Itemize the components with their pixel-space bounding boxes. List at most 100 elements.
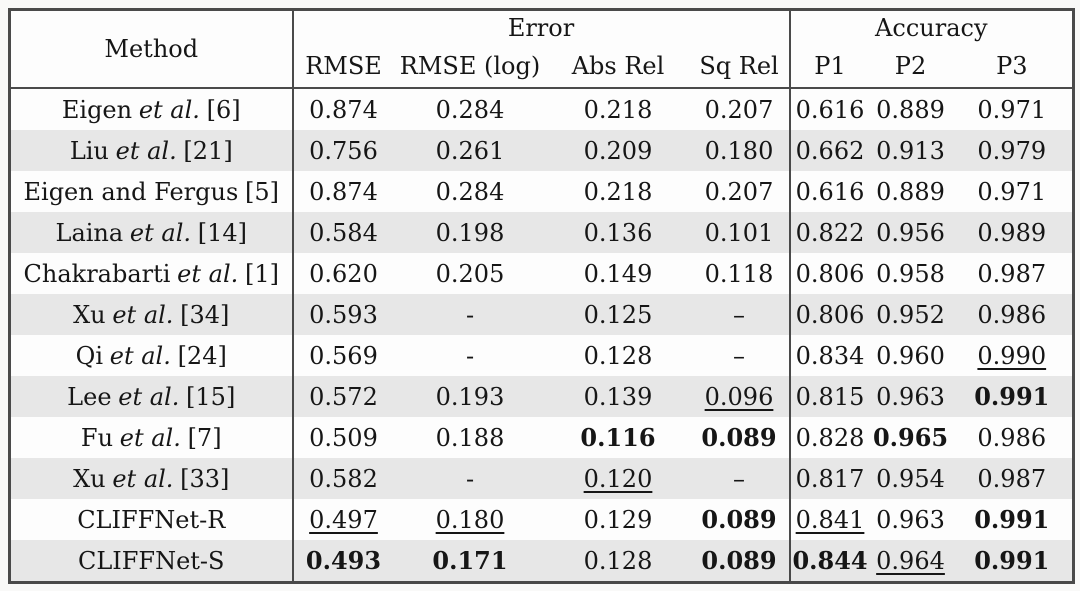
table-row: CLIFFNet-S 0.493 0.171 0.128 0.089 0.844… xyxy=(9,540,1074,583)
table-row: Lee et al. [15] 0.572 0.193 0.139 0.096 0.… xyxy=(9,376,1074,417)
metric-cell-p3: 0.989 xyxy=(977,218,1047,247)
metric-cell-rmse-log: 0.261 xyxy=(435,136,505,165)
method-cell: Eigen et al. [6] xyxy=(10,88,293,130)
metric-cell-sq-rel: – xyxy=(733,300,745,329)
method-etal: et al. xyxy=(119,423,181,452)
method-cell: Xu et al. [34] xyxy=(10,294,293,335)
metric-cell-p2: 0.913 xyxy=(876,136,945,165)
metric-cell-sq-rel: – xyxy=(733,341,745,370)
table-row: Eigen and Fergus [5] 0.874 0.284 0.218 0.… xyxy=(10,171,1074,212)
metric-cell-p3: 0.987 xyxy=(977,464,1047,493)
metric-cell-p1: 0.662 xyxy=(788,130,870,171)
method-cell: Fu et al. [7] xyxy=(10,417,293,458)
column-group-error: Error xyxy=(291,9,790,44)
method-etal: et al. xyxy=(118,382,180,411)
metric-cell-p1: 0.806 xyxy=(788,253,870,294)
metric-cell-rmse-log: - xyxy=(465,464,475,493)
metric-cell-p1: 0.822 xyxy=(788,212,870,253)
results-table: Method Error Accuracy RMSE RMSE (log) Ab… xyxy=(8,8,1076,584)
table-row: CLIFFNet-R 0.497 0.180 0.129 0.089 0.841… xyxy=(10,499,1074,540)
table-row: Chakrabarti et al. [1] 0.620 0.205 0.149 0… xyxy=(10,253,1074,294)
method-etal: et al. xyxy=(138,95,200,124)
method-ref: [7] xyxy=(187,423,222,452)
metric-cell-abs-rel: 0.218 xyxy=(583,95,653,124)
metric-cell-abs-rel: 0.116 xyxy=(580,423,656,452)
method-ref: [33] xyxy=(180,464,230,493)
metric-cell-abs-rel: 0.120 xyxy=(583,464,653,493)
method-ref: [24] xyxy=(177,341,227,370)
metric-cell-rmse: 0.756 xyxy=(291,130,394,171)
metric-cell-p2: 0.954 xyxy=(876,464,945,493)
method-etal: et al. xyxy=(115,136,177,165)
metric-cell-p2: 0.889 xyxy=(876,95,945,124)
metric-cell-abs-rel: 0.149 xyxy=(583,259,653,288)
metric-cell-p1: 0.815 xyxy=(788,376,870,417)
metric-cell-p3: 0.991 xyxy=(974,505,1050,534)
metric-cell-p1: 0.616 xyxy=(788,88,870,130)
table-row: Fu et al. [7] 0.509 0.188 0.116 0.089 0.82… xyxy=(10,417,1074,458)
metric-cell-rmse-log: 0.284 xyxy=(435,177,505,206)
metric-cell-rmse-log: 0.180 xyxy=(435,505,505,534)
metric-cell-p3: 0.987 xyxy=(977,259,1047,288)
method-ref: [6] xyxy=(206,95,241,124)
column-header-p3: P3 xyxy=(951,44,1074,89)
method-etal: et al. xyxy=(112,300,174,329)
metric-cell-p2: 0.889 xyxy=(876,177,945,206)
header-sub-row: RMSE RMSE (log) Abs Rel Sq Rel P1 P2 P3 xyxy=(10,44,1074,89)
metric-cell-sq-rel: 0.096 xyxy=(704,382,774,411)
metric-cell-sq-rel: 0.118 xyxy=(704,259,774,288)
metric-cell-p1: 0.844 xyxy=(788,540,870,583)
column-header-abs-rel: Abs Rel xyxy=(546,44,690,89)
metric-cell-p3: 0.986 xyxy=(977,423,1047,452)
method-name: Fu xyxy=(80,423,114,452)
table-body: Eigen et al. [6] 0.874 0.284 0.218 0.207 0… xyxy=(9,88,1074,583)
column-header-sq-rel: Sq Rel xyxy=(689,44,790,89)
metric-cell-sq-rel: 0.089 xyxy=(701,505,777,534)
metric-cell-rmse: 0.582 xyxy=(291,458,394,499)
metric-cell-rmse: 0.493 xyxy=(291,540,394,583)
metric-cell-p1: 0.806 xyxy=(788,294,870,335)
metric-cell-sq-rel: 0.089 xyxy=(701,546,777,575)
metric-cell-sq-rel: 0.180 xyxy=(704,136,774,165)
method-cell: Liu et al. [21] xyxy=(10,130,293,171)
method-name: CLIFFNet-R xyxy=(77,505,226,534)
metric-cell-p1: 0.616 xyxy=(788,171,870,212)
metric-cell-p3: 0.991 xyxy=(974,546,1050,575)
method-etal: et al. xyxy=(129,218,191,247)
metric-cell-rmse: 0.620 xyxy=(291,253,394,294)
metric-cell-rmse: 0.593 xyxy=(291,294,394,335)
method-cell: Eigen and Fergus [5] xyxy=(10,171,293,212)
metric-cell-abs-rel: 0.128 xyxy=(583,341,653,370)
metric-cell-abs-rel: 0.125 xyxy=(583,300,653,329)
method-ref: [21] xyxy=(183,136,233,165)
metric-cell-rmse-log: - xyxy=(465,341,475,370)
metric-cell-rmse-log: 0.198 xyxy=(435,218,505,247)
method-etal: et al. xyxy=(177,259,239,288)
table-row: Qi et al. [24] 0.569 - 0.128 – 0.834 0.960… xyxy=(10,335,1074,376)
metric-cell-p2: 0.952 xyxy=(876,300,945,329)
metric-cell-p3: 0.971 xyxy=(977,95,1047,124)
method-name: Eigen xyxy=(61,95,133,124)
method-cell: CLIFFNet-S xyxy=(10,540,293,583)
metric-cell-p3: 0.971 xyxy=(977,177,1047,206)
metric-cell-abs-rel: 0.128 xyxy=(583,546,653,575)
metric-cell-p2: 0.963 xyxy=(876,382,945,411)
metric-cell-rmse-log: 0.205 xyxy=(435,259,505,288)
metric-cell-rmse: 0.497 xyxy=(291,499,394,540)
method-name: Laina xyxy=(55,218,124,247)
metric-cell-rmse: 0.874 xyxy=(291,88,394,130)
metric-cell-sq-rel: – xyxy=(733,464,745,493)
metric-cell-p2: 0.965 xyxy=(872,423,949,452)
metric-cell-rmse-log: 0.171 xyxy=(432,546,508,575)
metric-cell-p2: 0.963 xyxy=(876,505,945,534)
method-etal: et al. xyxy=(112,464,174,493)
table-row: Laina et al. [14] 0.584 0.198 0.136 0.101 … xyxy=(9,212,1074,253)
metric-cell-p2: 0.960 xyxy=(876,341,945,370)
metric-cell-abs-rel: 0.136 xyxy=(583,218,653,247)
method-cell: CLIFFNet-R xyxy=(10,499,293,540)
metric-cell-p3: 0.991 xyxy=(974,382,1050,411)
metric-cell-p2: 0.956 xyxy=(876,218,945,247)
table-row: Xu et al. [33] 0.582 - 0.120 – 0.817 0.954… xyxy=(9,458,1074,499)
method-etal: et al. xyxy=(109,341,171,370)
